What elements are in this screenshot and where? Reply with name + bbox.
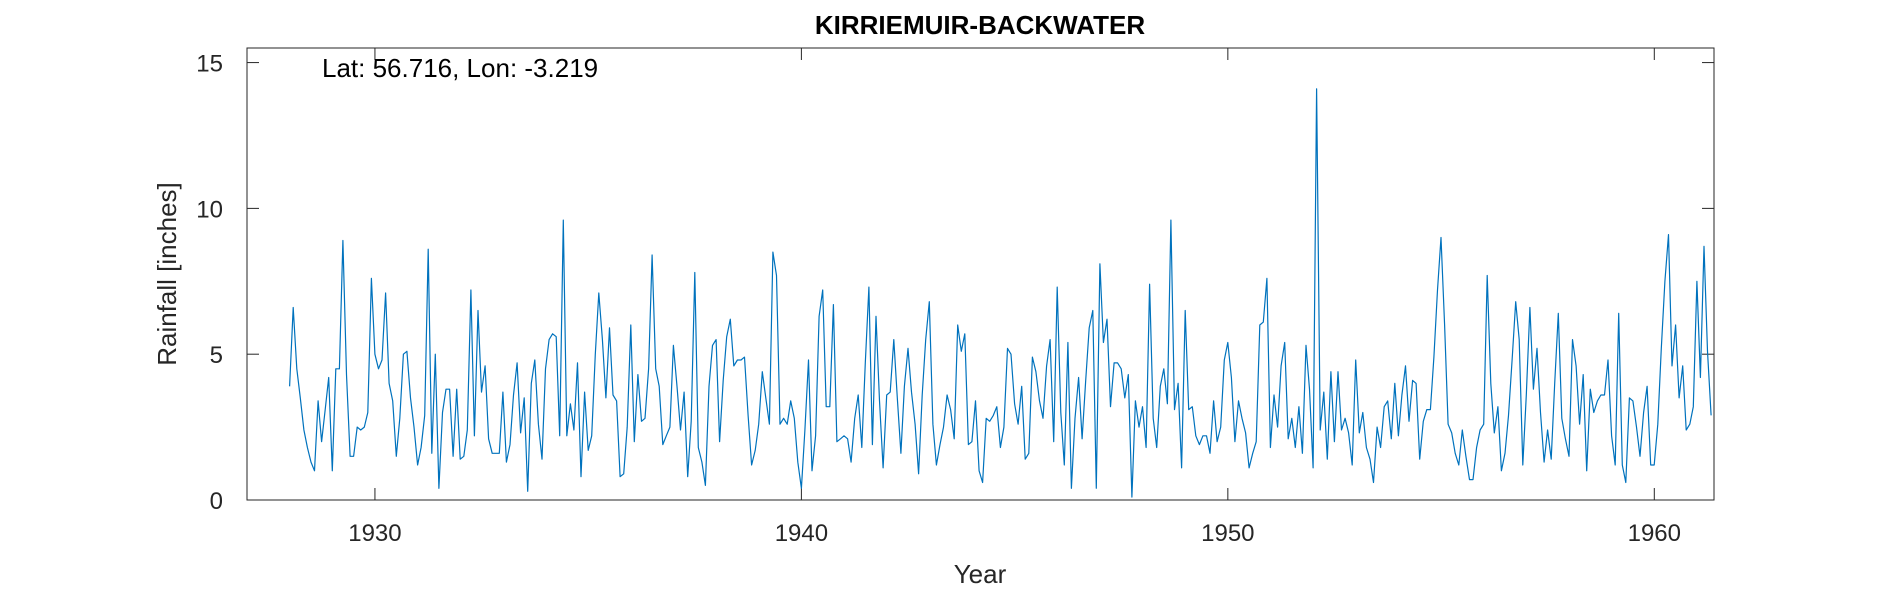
plot-area-background (247, 48, 1714, 500)
y-tick-label: 0 (210, 488, 223, 515)
chart-title: KIRRIEMUIR-BACKWATER (815, 10, 1145, 40)
y-tick-label: 5 (210, 342, 223, 369)
axis-tick-labels: 1930 1940 1950 1960 0 5 10 15 (196, 51, 1681, 547)
x-axis-title: Year (954, 559, 1007, 589)
y-tick-label: 15 (196, 51, 223, 78)
x-tick-label: 1950 (1201, 520, 1254, 547)
y-axis-title: Rainfall [inches] (152, 182, 182, 366)
y-tick-label: 10 (196, 196, 223, 223)
x-tick-label: 1960 (1628, 520, 1681, 547)
rainfall-series-line (289, 88, 1712, 498)
location-annotation: Lat: 56.716, Lon: -3.219 (322, 53, 598, 83)
x-tick-label: 1930 (348, 520, 401, 547)
plot-frame (246, 47, 1715, 501)
x-tick-label: 1940 (775, 520, 828, 547)
